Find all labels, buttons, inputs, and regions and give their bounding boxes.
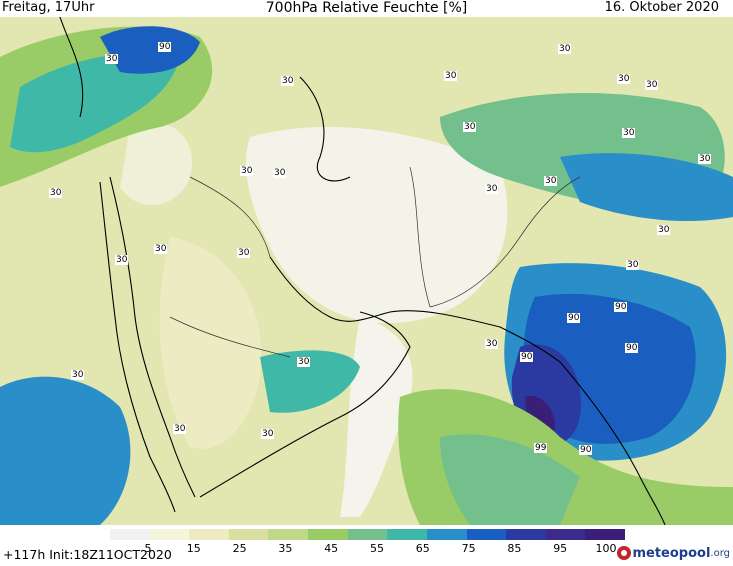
colorbar-cell	[228, 529, 269, 540]
contour-label: 90	[625, 343, 639, 353]
colorbar-cell	[585, 529, 626, 540]
india-west-coast	[559, 361, 666, 525]
colorbar-cell	[347, 529, 388, 540]
contour-labels: 30 30 30 30 30 30 30 30 30 30 30 30 30 30 30 30 30 30 30 30…	[0, 17, 733, 525]
colorbar-cell	[308, 529, 349, 540]
colorbar-cell	[268, 529, 309, 540]
contour-label: 30	[237, 248, 251, 258]
contour-label: 30	[657, 225, 671, 235]
contour-label: 30	[261, 429, 275, 439]
moist-region-arabian-sea-core	[440, 434, 580, 525]
map-title: 700hPa Relative Feuchte [%]	[265, 0, 468, 16]
colorbar-tick-label: 25	[232, 542, 247, 555]
contour-label: 30	[281, 76, 295, 86]
colorbar-tick-label: 75	[461, 542, 476, 555]
moist-region-africa	[0, 376, 131, 525]
border-iraq	[189, 176, 271, 258]
contour-label: 30	[558, 44, 572, 54]
colorbar-cell	[466, 529, 507, 540]
colorbar-tick-label: 5	[144, 542, 152, 555]
contour-label: 30	[115, 255, 129, 265]
border-iran-afghanistan	[409, 166, 431, 308]
contour-label: 30	[698, 154, 712, 164]
contour-label: 30	[617, 74, 631, 84]
coastlines	[59, 17, 666, 525]
red-sea-coast-west	[99, 181, 176, 513]
logo-icon	[617, 546, 632, 560]
forecast-date-label: 16. Oktober 2020	[604, 0, 719, 15]
contour-label: 30	[622, 128, 636, 138]
colorbar-cell	[506, 529, 547, 540]
colorbar-cell	[110, 529, 151, 540]
aegean-coast	[59, 17, 84, 118]
arabia-south-coast	[199, 311, 411, 498]
contour-label: 90	[579, 445, 593, 455]
persian-gulf-coast	[269, 256, 561, 363]
colorbar-cell	[149, 529, 190, 540]
contour-label: 30	[240, 166, 254, 176]
colorbar-tick-label: 15	[186, 542, 201, 555]
moist-region-mediterranean-core	[10, 53, 180, 153]
colorbar-tick-label: 35	[278, 542, 293, 555]
colorbar-tick-label: 85	[507, 542, 522, 555]
contour-label: 30	[485, 184, 499, 194]
colorbar-cell	[426, 529, 468, 540]
contour-label: 90	[567, 313, 581, 323]
colorbar-cell	[189, 529, 230, 540]
moist-region-yemen-gulf	[260, 350, 360, 413]
caspian-sea-coast	[299, 76, 351, 182]
moist-region-tibet	[560, 153, 733, 222]
header: Freitag, 17Uhr 700hPa Relative Feuchte […	[0, 0, 733, 18]
country-borders	[169, 166, 581, 358]
colorbar-tick-label: 45	[324, 542, 339, 555]
border-saudi-yemen	[169, 316, 291, 358]
contour-label: 90	[158, 42, 172, 52]
contour-label: 30	[173, 424, 187, 434]
contour-label: 99	[534, 443, 548, 453]
dry-region-arabia	[159, 237, 262, 449]
run-info: +117h Init:18Z11OCT2020	[3, 547, 172, 562]
footer: 5 15 25 35 45 55 65 75 85 95 100 +117h Init:18Z11O…	[0, 526, 733, 566]
contour-label: 30	[71, 370, 85, 380]
dry-region-levant	[120, 122, 192, 206]
contour-label: 30	[463, 122, 477, 132]
contour-label: 30	[49, 188, 63, 198]
contour-label: 30	[105, 54, 119, 64]
colorbar-tick-label: 100	[595, 542, 617, 555]
contour-label: 30	[626, 260, 640, 270]
colorbar-cell	[545, 529, 586, 540]
contour-label: 30	[645, 80, 659, 90]
contour-label: 90	[614, 302, 628, 312]
border-pakistan	[429, 176, 581, 308]
humidity-map	[0, 17, 733, 525]
contour-label: 30	[273, 168, 287, 178]
contour-label: 30	[297, 357, 311, 367]
moist-region-greece	[100, 26, 200, 74]
contour-label: 30	[485, 339, 499, 349]
colorbar-tick-label: 65	[415, 542, 430, 555]
red-sea-coast-east	[109, 176, 196, 498]
contour-label: 30	[154, 244, 168, 254]
contour-label: 30	[544, 176, 558, 186]
dry-region-iran	[246, 127, 508, 324]
forecast-day-label: Freitag, 17Uhr	[2, 0, 95, 15]
colorbar-tick-label: 95	[553, 542, 568, 555]
meteopool-logo[interactable]: meteopool .org	[616, 545, 730, 561]
logo-text: meteopool	[632, 545, 711, 561]
contour-label: 30	[444, 71, 458, 81]
logo-suffix: .org	[710, 547, 730, 559]
contour-label: 90	[520, 352, 534, 362]
colorbar-cell	[387, 529, 428, 540]
colorbar-tick-label: 55	[370, 542, 384, 555]
